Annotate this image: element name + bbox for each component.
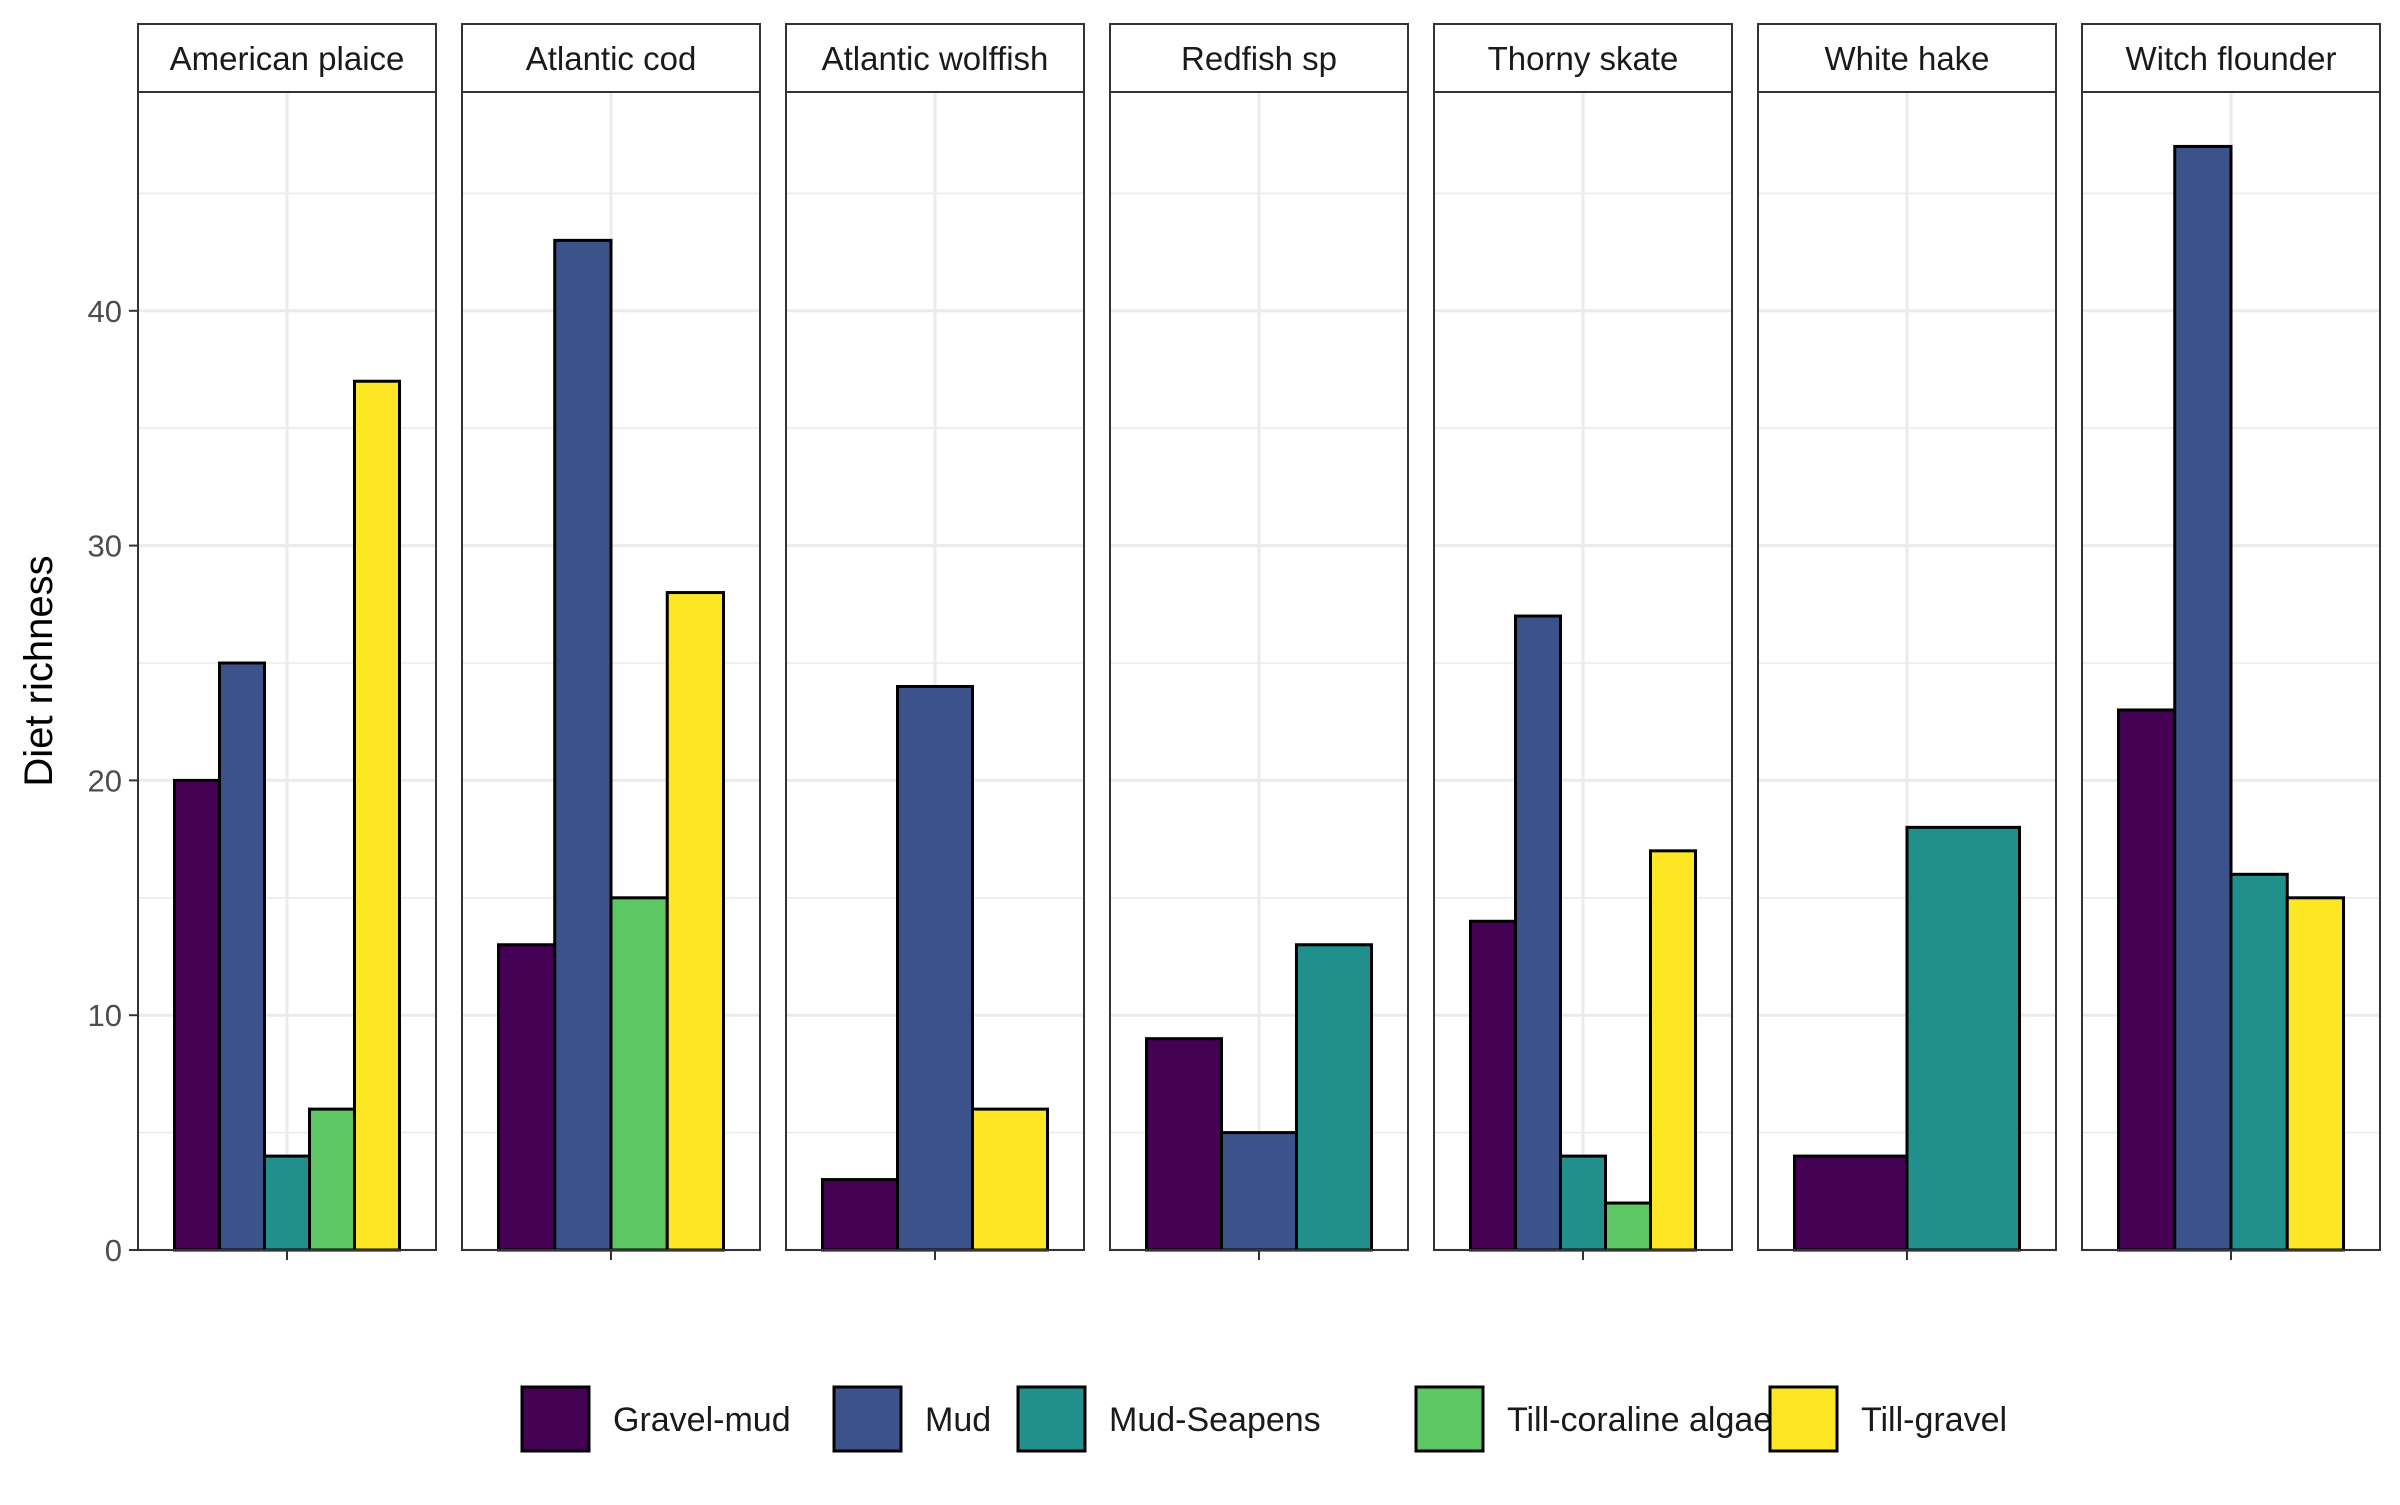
legend-label: Till-gravel xyxy=(1861,1401,2007,1439)
bar-american-plaice-till-coraline-algae xyxy=(308,1107,356,1252)
legend-key-till-coraline-algae xyxy=(1414,1385,1485,1453)
bar-american-plaice-gravel-mud xyxy=(173,778,221,1252)
facet-strip xyxy=(1109,23,1409,93)
y-tick-label: 10 xyxy=(88,998,122,1033)
facet-strip xyxy=(461,23,761,93)
bar-white-hake-mud-seapens xyxy=(1905,825,2021,1252)
facet-panel-thorny-skate: Thorny skate xyxy=(1433,23,1733,1260)
bar-atlantic-cod-gravel-mud xyxy=(497,943,557,1252)
facet-panel-witch-flounder: Witch flounder xyxy=(2081,23,2381,1260)
legend-label: Mud xyxy=(925,1401,991,1439)
facet-strip-label: American plaice xyxy=(170,40,405,77)
bar-witch-flounder-till-gravel xyxy=(2285,896,2345,1252)
legend-label: Till-coraline algae xyxy=(1507,1401,1772,1439)
y-tick-label: 20 xyxy=(88,763,122,798)
y-tick-label: 0 xyxy=(105,1233,122,1268)
facet-panel-redfish-sp: Redfish sp xyxy=(1109,23,1409,1260)
bar-witch-flounder-mud-seapens xyxy=(2229,872,2289,1252)
facet-strip-label: Atlantic cod xyxy=(526,40,697,77)
y-tick-label: 30 xyxy=(88,529,122,564)
bar-atlantic-wolffish-gravel-mud xyxy=(821,1178,899,1252)
legend-key-mud xyxy=(832,1385,903,1453)
legend-label: Mud-Seapens xyxy=(1109,1401,1321,1439)
bar-american-plaice-mud-seapens xyxy=(263,1154,311,1252)
bar-white-hake-gravel-mud xyxy=(1793,1154,1909,1252)
bar-redfish-sp-gravel-mud xyxy=(1145,1037,1223,1252)
facet-panel-american-plaice: American plaice xyxy=(137,23,437,1260)
bar-redfish-sp-mud xyxy=(1220,1131,1298,1252)
facet-strip xyxy=(137,23,437,93)
bar-atlantic-cod-mud xyxy=(553,238,613,1252)
y-tick-label: 40 xyxy=(88,294,122,329)
bar-thorny-skate-till-gravel xyxy=(1649,849,1697,1252)
legend-key-till-gravel xyxy=(1768,1385,1839,1453)
legend-key-gravel-mud xyxy=(520,1385,591,1453)
legend-key-mud-seapens xyxy=(1016,1385,1087,1453)
bar-thorny-skate-mud xyxy=(1514,614,1562,1252)
facet-panel-atlantic-wolffish: Atlantic wolffish xyxy=(785,23,1085,1260)
bar-american-plaice-till-gravel xyxy=(353,379,401,1252)
bar-american-plaice-mud xyxy=(218,661,266,1252)
bar-atlantic-wolffish-mud xyxy=(896,684,974,1252)
facet-strip-label: Atlantic wolffish xyxy=(822,40,1049,77)
legend: Gravel-mud Mud Mud-Seapens Till-coraline al… xyxy=(520,1385,2007,1453)
facet-strip-label: Thorny skate xyxy=(1488,40,1679,77)
facet-strip-label: Redfish sp xyxy=(1181,40,1337,77)
bar-thorny-skate-gravel-mud xyxy=(1469,919,1517,1252)
bar-thorny-skate-mud-seapens xyxy=(1559,1154,1607,1252)
bar-atlantic-cod-till-gravel xyxy=(665,591,725,1252)
bar-atlantic-wolffish-till-gravel xyxy=(971,1107,1049,1252)
facet-strip-label: White hake xyxy=(1824,40,1989,77)
facet-panel-atlantic-cod: Atlantic cod xyxy=(461,23,761,1260)
facet-strip xyxy=(2081,23,2381,93)
facet-strip xyxy=(1757,23,2057,93)
facet-strip-label: Witch flounder xyxy=(2126,40,2337,77)
y-axis-title: Diet richness xyxy=(17,555,61,786)
bar-witch-flounder-mud xyxy=(2173,144,2233,1252)
bar-thorny-skate-till-coraline-algae xyxy=(1604,1201,1652,1252)
bar-atlantic-cod-till-coraline-algae xyxy=(609,896,669,1252)
bar-witch-flounder-gravel-mud xyxy=(2117,708,2177,1252)
facet-panel-white-hake: White hake xyxy=(1757,23,2057,1260)
bar-redfish-sp-mud-seapens xyxy=(1295,943,1373,1252)
legend-label: Gravel-mud xyxy=(613,1401,791,1439)
